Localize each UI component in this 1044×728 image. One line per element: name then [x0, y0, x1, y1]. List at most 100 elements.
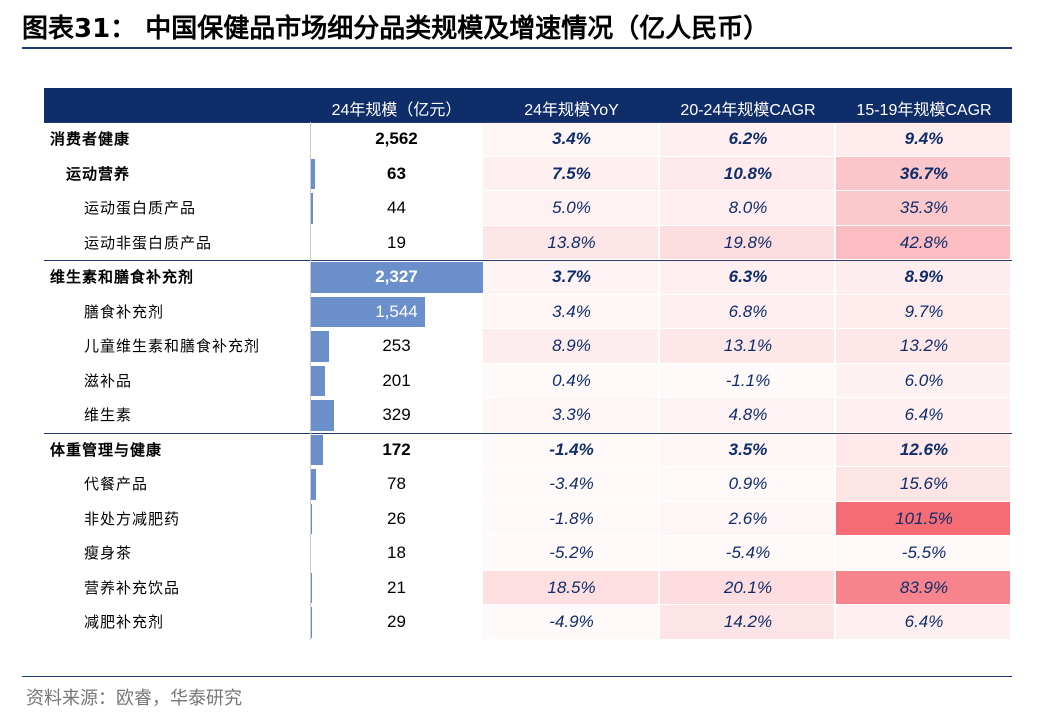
heat-cell: [483, 363, 658, 397]
cell: 26: [387, 508, 406, 528]
cell: 36.7%: [899, 163, 949, 183]
cell: 19.8%: [723, 232, 773, 252]
data-bar: [310, 469, 316, 500]
heat-cell: [483, 294, 658, 328]
heat-cell: [483, 156, 658, 190]
cell: -5.4%: [725, 543, 771, 562]
cell: 20.1%: [723, 577, 773, 597]
cell: -3.4%: [549, 474, 594, 493]
heat-cell: [836, 467, 1010, 501]
heat-cell: [660, 536, 834, 570]
cell: 15.6%: [899, 474, 949, 493]
cell: -5.5%: [901, 543, 947, 562]
row-rule: [44, 432, 1012, 434]
data-bar: [310, 193, 314, 224]
heat-cell: [660, 467, 834, 501]
heat-cell: [483, 536, 658, 570]
cell: 78: [387, 474, 406, 493]
cell: 63: [387, 163, 406, 183]
row-label: 运动蛋白质产品: [84, 199, 197, 217]
heat-cell: [836, 122, 1010, 156]
heat-cell: [483, 122, 658, 156]
data-bar: [310, 434, 323, 465]
cell: -4.9%: [549, 612, 594, 631]
heat-cell: [836, 432, 1010, 466]
cell: 329: [382, 405, 411, 424]
column-header: 15-19年规模CAGR: [856, 102, 992, 119]
heat-cell: [660, 191, 834, 225]
heat-cell: [483, 467, 658, 501]
data-bar: [310, 262, 483, 293]
cell: 253: [382, 336, 411, 355]
row-label: 运动营养: [66, 164, 131, 183]
heat-cell: [836, 363, 1010, 397]
cell: 6.8%: [728, 301, 768, 321]
row-label: 滋补品: [84, 371, 133, 390]
row-label: 营养补充饮品: [84, 578, 181, 597]
row-label: 瘦身茶: [84, 544, 133, 562]
cell: -1.1%: [725, 370, 771, 390]
data-bar: [310, 400, 335, 431]
row-label: 维生素和膳食补充剂: [50, 268, 195, 286]
heat-cell: [660, 570, 834, 604]
heat-cell: [660, 605, 834, 639]
row-rule: [44, 122, 1012, 123]
heat-cell: [483, 605, 658, 639]
cell: 8.0%: [728, 198, 768, 217]
heat-cell: [660, 225, 834, 259]
column-header: 24年规模YoY: [524, 102, 619, 119]
cell: 101.5%: [895, 508, 953, 528]
row-label: 维生素: [84, 406, 133, 424]
heat-cell: [660, 398, 834, 432]
cell: 6.4%: [904, 612, 944, 631]
cell: 6.3%: [728, 267, 768, 286]
heat-cell: [660, 260, 834, 294]
cell: 3.5%: [728, 439, 768, 459]
heat-cell: [836, 501, 1010, 535]
cell: 18: [387, 543, 406, 562]
data-bar: [310, 296, 425, 327]
cell: 13.8%: [547, 232, 596, 252]
cell: 13.2%: [899, 336, 949, 355]
cell: 35.3%: [899, 198, 949, 217]
cell: 12.6%: [899, 439, 949, 459]
heat-cell: [483, 432, 658, 466]
heat-cell: [660, 294, 834, 328]
row-label: 非处方减肥药: [84, 509, 181, 528]
cell: -5.2%: [549, 543, 594, 562]
cell: 3.4%: [552, 301, 591, 321]
heat-cell: [836, 260, 1010, 294]
grid-line: [310, 122, 311, 640]
rule: [22, 47, 1012, 49]
heat-cell: [836, 294, 1010, 328]
cell: 21: [387, 577, 406, 597]
heat-cell: [660, 501, 834, 535]
cell: 2,562: [375, 129, 418, 148]
cell: 6.0%: [904, 370, 944, 390]
rule: [22, 676, 1012, 677]
cell: 3.3%: [552, 405, 591, 424]
cell: 10.8%: [723, 163, 773, 183]
cell: 9.4%: [904, 129, 944, 148]
heat-cell: [660, 156, 834, 190]
data-bar: [310, 607, 313, 638]
cell: 6.4%: [904, 405, 944, 424]
column-header: 20-24年规模CAGR: [680, 102, 816, 119]
cell: 2.6%: [728, 508, 768, 528]
cell: 7.5%: [552, 163, 591, 183]
column-header: 24年规模（亿元）: [331, 102, 462, 119]
data-bar: [310, 158, 315, 189]
cell: 13.1%: [723, 336, 773, 355]
heat-cell: [836, 605, 1010, 639]
cell: 18.5%: [547, 577, 596, 597]
cell: 2,327: [375, 267, 418, 286]
heat-cell: [483, 225, 658, 259]
heat-cell: [660, 122, 834, 156]
cell: 1,544: [375, 301, 418, 321]
cell: 0.9%: [728, 474, 768, 493]
cell: 3.7%: [552, 267, 591, 286]
heat-cell: [660, 432, 834, 466]
cell: 6.2%: [728, 129, 768, 148]
heat-cell: [836, 570, 1010, 604]
